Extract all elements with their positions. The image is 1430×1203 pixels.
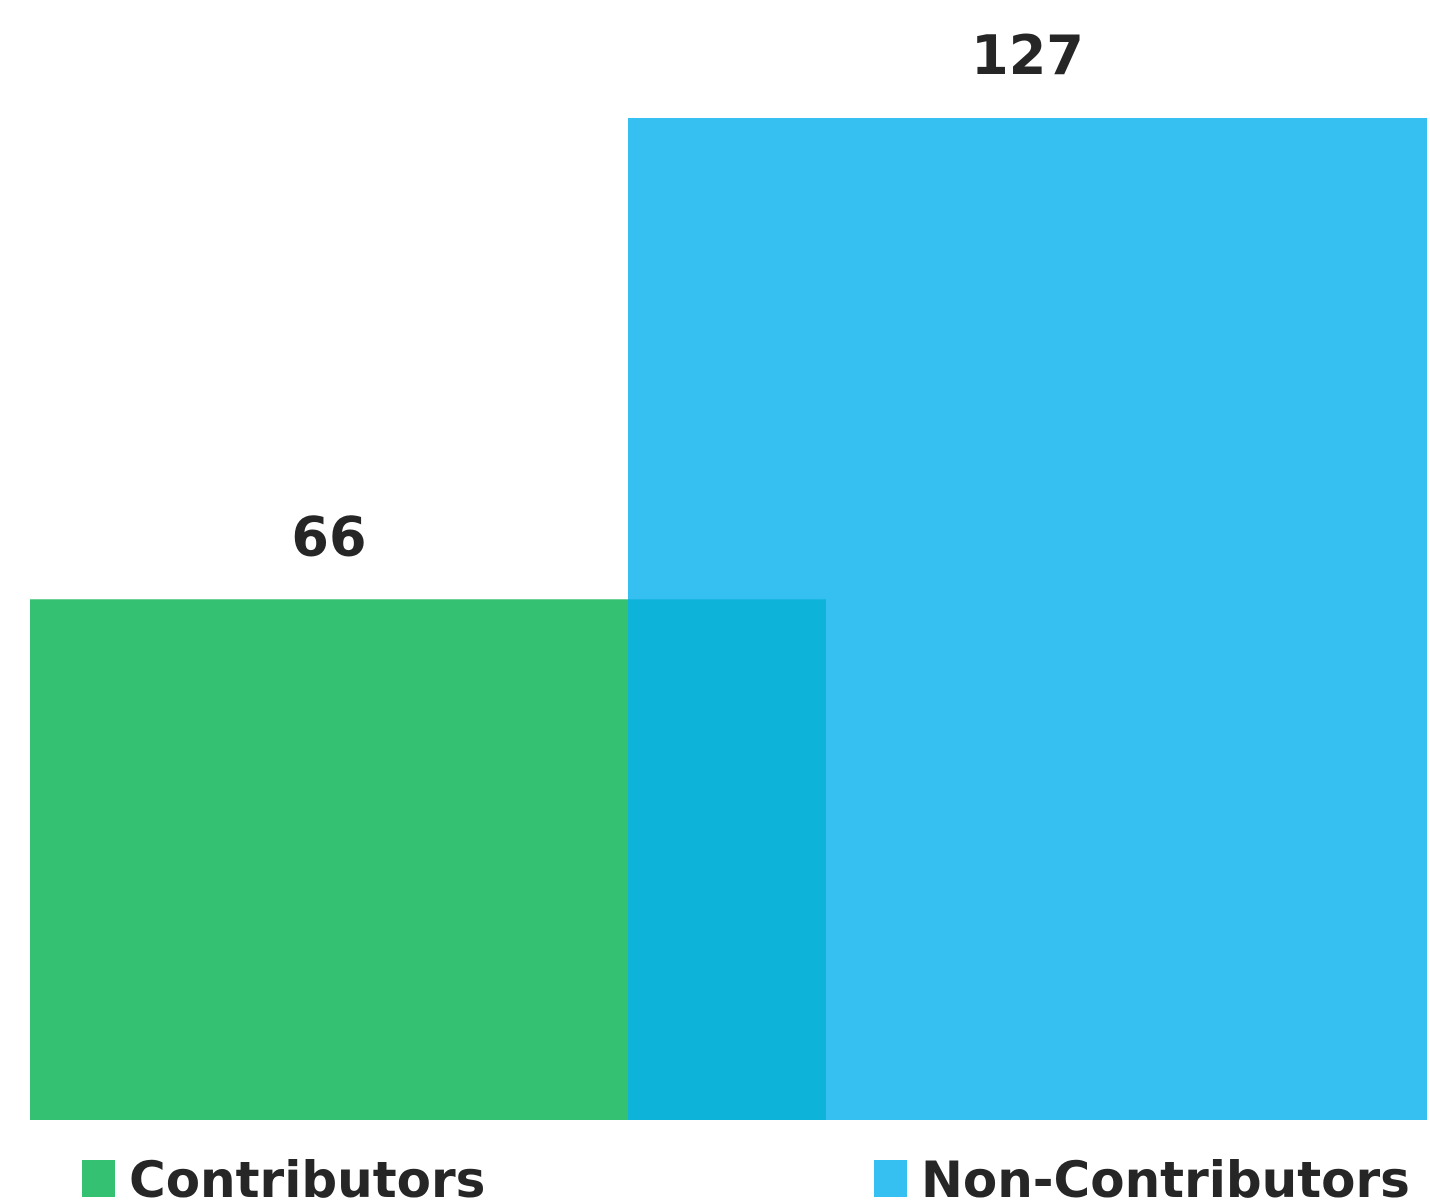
legend-swatch — [874, 1160, 907, 1197]
legend-label: Non-Contributors — [921, 1151, 1410, 1203]
legend-swatch — [82, 1160, 115, 1197]
value-label: 66 — [291, 505, 366, 568]
bar-overlap — [628, 599, 826, 1120]
legend-label: Contributors — [129, 1151, 485, 1203]
value-label: 127 — [971, 24, 1084, 87]
